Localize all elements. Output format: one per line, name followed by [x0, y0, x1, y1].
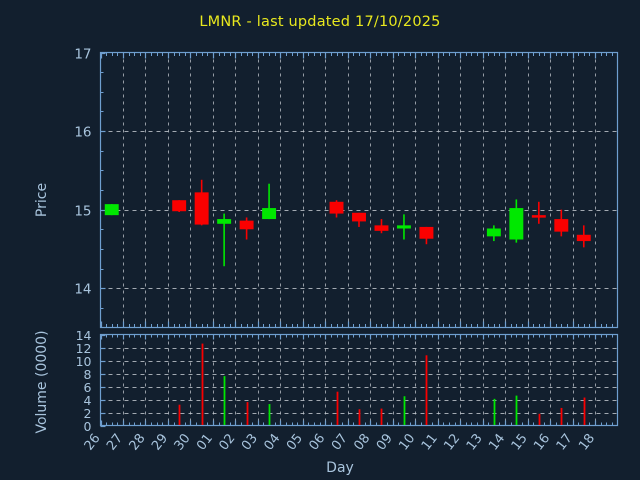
- x-tick-label: 07: [329, 431, 351, 453]
- candle-body: [486, 228, 501, 237]
- frame-layer: [99, 51, 619, 427]
- candle-body: [576, 234, 591, 242]
- price-tick-label: 17: [74, 47, 91, 63]
- x-tick-label: 17: [554, 431, 576, 453]
- price-tick-label: 15: [74, 204, 91, 220]
- candlestick: [509, 199, 524, 243]
- volume-tick-label: 12: [76, 341, 92, 356]
- x-tick-label: 11: [419, 431, 441, 453]
- x-tick-label: 16: [531, 431, 553, 453]
- candlestick: [554, 209, 569, 237]
- volume-tick-label: 4: [84, 393, 92, 408]
- x-tick-label: 10: [396, 431, 418, 453]
- candle-body: [531, 215, 546, 218]
- candlestick: [419, 226, 434, 245]
- candlestick: [172, 200, 187, 212]
- candlestick: [194, 179, 209, 226]
- price-tick-label: 14: [74, 282, 91, 298]
- x-tick-label: 05: [284, 431, 306, 453]
- x-tick-label: 27: [104, 431, 126, 453]
- x-axis-title: Day: [326, 460, 354, 476]
- candle-body: [509, 208, 524, 240]
- x-tick-label: 15: [509, 431, 531, 453]
- axis-ticks-layer: [100, 52, 613, 428]
- x-tick-label: 02: [217, 431, 239, 453]
- candlestick: [262, 183, 277, 220]
- x-tick-label: 30: [172, 431, 194, 453]
- volume-series: [178, 343, 586, 425]
- candlestick: [352, 212, 366, 227]
- x-tick-label: 03: [239, 431, 261, 453]
- candlestick: [396, 214, 411, 240]
- volume-tick-label: 2: [84, 406, 92, 421]
- x-tick-label: 28: [127, 431, 149, 453]
- volume-tick-label: 0: [84, 419, 92, 434]
- candle-body: [554, 219, 569, 232]
- volume-tick-label: 14: [76, 328, 92, 343]
- candlestick: [329, 200, 344, 218]
- x-tick-label: 09: [374, 431, 396, 453]
- candlestick: [576, 225, 591, 248]
- candlestick-series: [104, 179, 591, 267]
- x-tick-label: 06: [306, 431, 328, 453]
- grid-layer: [100, 52, 618, 426]
- x-tick-label: 29: [149, 431, 171, 453]
- candle-body: [262, 208, 277, 220]
- candle-body: [374, 225, 389, 231]
- candlestick: [531, 201, 546, 224]
- candlestick: [104, 204, 119, 216]
- candle-body: [396, 225, 411, 229]
- x-tick-label: 13: [464, 431, 486, 453]
- candle-body: [172, 200, 187, 212]
- page-title: LMNR - last updated 17/10/2025: [199, 14, 441, 30]
- candle-body: [217, 219, 232, 224]
- candle-body: [239, 220, 254, 230]
- candle-body: [352, 212, 366, 222]
- candle-body: [104, 204, 119, 216]
- candle-body: [194, 192, 209, 225]
- x-tick-label: 08: [351, 431, 373, 453]
- x-tick-label: 12: [441, 431, 463, 453]
- candlestick: [239, 217, 254, 240]
- candlestick: [217, 213, 232, 267]
- volume-axis-title: Volume (0000): [34, 330, 50, 433]
- x-tick-label: 18: [576, 431, 598, 453]
- candle-body: [419, 226, 434, 239]
- x-tick-label: 01: [194, 431, 216, 453]
- price-tick-label: 16: [74, 125, 91, 141]
- volume-tick-label: 10: [76, 354, 92, 369]
- price-plot-frame: [99, 51, 619, 329]
- candlestick: [374, 219, 389, 234]
- price-axis-title: Price: [34, 183, 50, 217]
- candle-body: [329, 201, 344, 214]
- x-tick-label: 04: [261, 431, 283, 453]
- x-tick-label: 14: [486, 431, 508, 453]
- volume-tick-label: 6: [84, 380, 92, 395]
- candlestick: [486, 225, 501, 242]
- x-tick-label: 26: [82, 431, 104, 453]
- volume-tick-label: 8: [84, 367, 92, 382]
